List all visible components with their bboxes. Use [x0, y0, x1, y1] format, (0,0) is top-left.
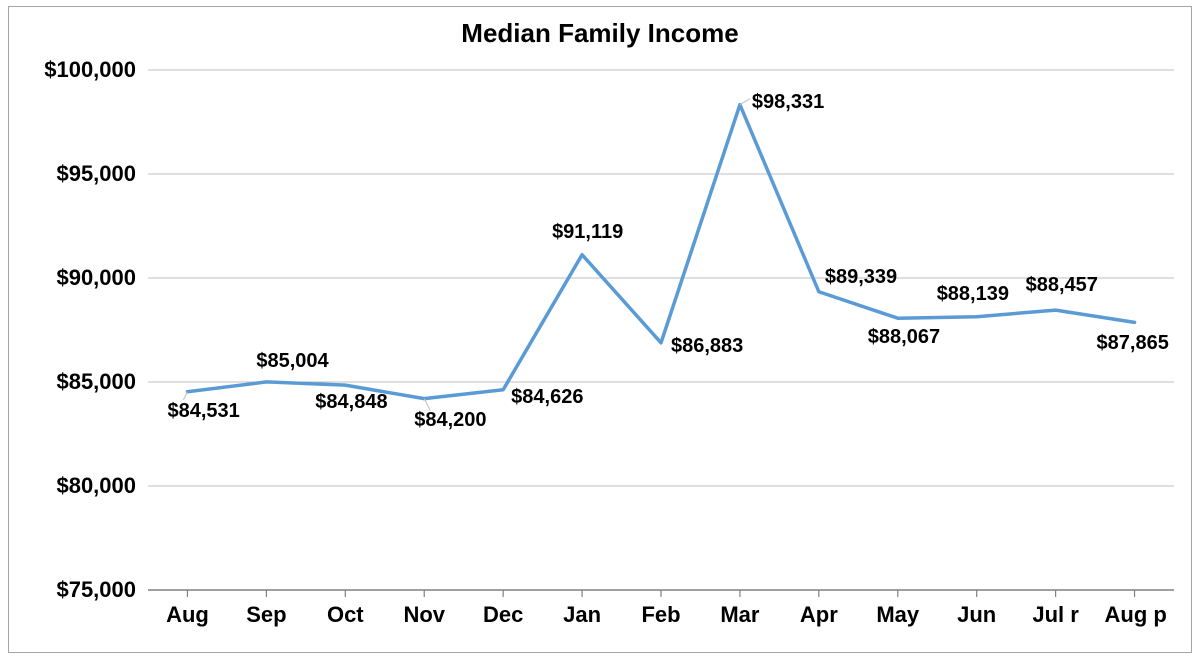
y-tick-label: $100,000: [44, 57, 136, 83]
data-label: $85,004: [256, 350, 328, 373]
y-tick-label: $90,000: [56, 265, 136, 291]
data-label: $89,339: [825, 266, 897, 289]
chart-svg: [0, 0, 1200, 659]
x-tick-label: Sep: [236, 602, 296, 628]
y-tick-label: $80,000: [56, 473, 136, 499]
x-tick-label: Apr: [789, 602, 849, 628]
x-tick-label: Nov: [394, 602, 454, 628]
x-tick-label: Aug p: [1105, 602, 1165, 628]
data-label: $88,139: [937, 283, 1009, 306]
x-tick-label: Jul r: [1026, 602, 1086, 628]
x-tick-label: Oct: [315, 602, 375, 628]
data-label: $87,865: [1097, 332, 1169, 355]
data-label: $88,067: [868, 326, 940, 349]
x-tick-label: May: [868, 602, 928, 628]
data-label: $98,331: [752, 91, 824, 114]
data-label: $88,457: [1026, 274, 1098, 297]
x-tick-label: Jun: [947, 602, 1007, 628]
data-label: $84,531: [167, 400, 239, 423]
data-label: $84,200: [414, 409, 486, 432]
x-tick-label: Dec: [473, 602, 533, 628]
y-tick-label: $85,000: [56, 369, 136, 395]
x-tick-label: Jan: [552, 602, 612, 628]
data-label: $84,626: [511, 386, 583, 409]
data-label: $86,883: [671, 335, 743, 358]
x-tick-label: Mar: [710, 602, 770, 628]
x-tick-label: Feb: [631, 602, 691, 628]
y-tick-label: $95,000: [56, 161, 136, 187]
data-label: $91,119: [552, 221, 623, 244]
x-tick-label: Aug: [157, 602, 217, 628]
data-label: $84,848: [315, 391, 387, 414]
y-tick-label: $75,000: [56, 577, 136, 603]
